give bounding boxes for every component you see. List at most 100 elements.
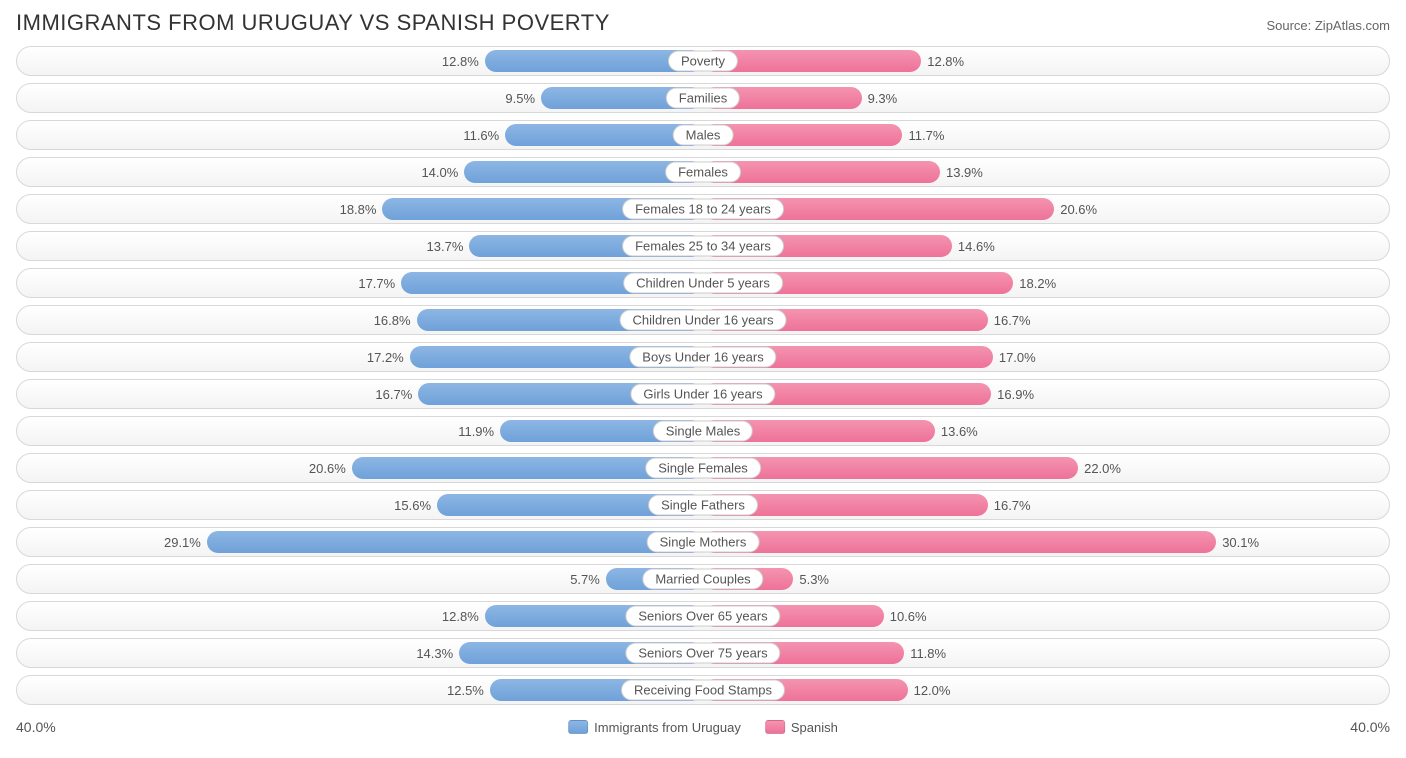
left-value-label: 18.8% [340,202,377,217]
chart-row: 16.7% 16.9% Girls Under 16 years [16,379,1390,409]
category-label: Married Couples [642,569,763,590]
left-half: 16.7% [21,383,703,405]
legend-item-left: Immigrants from Uruguay [568,720,741,735]
chart-row: 29.1% 30.1% Single Mothers [16,527,1390,557]
chart-row: 17.7% 18.2% Children Under 5 years [16,268,1390,298]
right-half: 12.0% [703,679,1385,701]
left-half: 20.6% [21,457,703,479]
right-half: 18.2% [703,272,1385,294]
right-half: 16.7% [703,494,1385,516]
left-half: 17.2% [21,346,703,368]
category-label: Families [666,88,740,109]
category-label: Seniors Over 65 years [625,606,780,627]
chart-row: 12.8% 12.8% Poverty [16,46,1390,76]
right-value-label: 11.8% [910,646,946,661]
right-half: 11.7% [703,124,1385,146]
right-value-label: 20.6% [1060,202,1097,217]
right-value-label: 10.6% [890,609,927,624]
right-value-label: 5.3% [799,572,829,587]
right-bar [703,531,1216,553]
left-value-label: 12.8% [442,609,479,624]
right-half: 16.9% [703,383,1385,405]
left-half: 12.5% [21,679,703,701]
right-value-label: 22.0% [1084,461,1121,476]
left-value-label: 11.9% [458,424,494,439]
left-half: 14.3% [21,642,703,664]
left-bar [207,531,703,553]
left-half: 29.1% [21,531,703,553]
chart-footer: 40.0% Immigrants from Uruguay Spanish 40… [16,715,1390,739]
right-value-label: 9.3% [868,91,898,106]
left-value-label: 15.6% [394,498,431,513]
chart-row: 17.2% 17.0% Boys Under 16 years [16,342,1390,372]
category-label: Seniors Over 75 years [625,643,780,664]
left-value-label: 11.6% [463,128,499,143]
category-label: Children Under 5 years [623,273,783,294]
left-half: 15.6% [21,494,703,516]
right-half: 12.8% [703,50,1385,72]
left-value-label: 14.3% [416,646,453,661]
left-half: 16.8% [21,309,703,331]
chart-row: 14.3% 11.8% Seniors Over 75 years [16,638,1390,668]
right-half: 16.7% [703,309,1385,331]
right-value-label: 18.2% [1019,276,1056,291]
chart-row: 13.7% 14.6% Females 25 to 34 years [16,231,1390,261]
left-half: 9.5% [21,87,703,109]
left-half: 11.9% [21,420,703,442]
left-half: 17.7% [21,272,703,294]
left-half: 5.7% [21,568,703,590]
category-label: Single Mothers [647,532,760,553]
right-value-label: 13.6% [941,424,978,439]
left-value-label: 13.7% [427,239,464,254]
right-value-label: 17.0% [999,350,1036,365]
left-value-label: 14.0% [421,165,458,180]
right-value-label: 30.1% [1222,535,1259,550]
chart-row: 18.8% 20.6% Females 18 to 24 years [16,194,1390,224]
chart-row: 14.0% 13.9% Females [16,157,1390,187]
category-label: Single Fathers [648,495,758,516]
chart-row: 11.9% 13.6% Single Males [16,416,1390,446]
legend-item-right: Spanish [765,720,838,735]
right-half: 14.6% [703,235,1385,257]
left-value-label: 12.5% [447,683,484,698]
axis-max-left: 40.0% [16,719,56,735]
chart-row: 16.8% 16.7% Children Under 16 years [16,305,1390,335]
category-label: Girls Under 16 years [630,384,775,405]
right-half: 17.0% [703,346,1385,368]
category-label: Single Males [653,421,753,442]
right-value-label: 12.0% [914,683,951,698]
left-half: 12.8% [21,605,703,627]
left-half: 12.8% [21,50,703,72]
legend-swatch-right-icon [765,720,785,734]
left-value-label: 17.7% [358,276,395,291]
right-half: 30.1% [703,531,1385,553]
right-value-label: 11.7% [908,128,944,143]
category-label: Poverty [668,51,738,72]
chart-source: Source: ZipAtlas.com [1266,18,1390,33]
chart-row: 12.5% 12.0% Receiving Food Stamps [16,675,1390,705]
left-value-label: 20.6% [309,461,346,476]
left-value-label: 17.2% [367,350,404,365]
right-half: 10.6% [703,605,1385,627]
right-value-label: 16.7% [994,498,1031,513]
left-value-label: 5.7% [570,572,600,587]
legend-label-right: Spanish [791,720,838,735]
chart-row: 20.6% 22.0% Single Females [16,453,1390,483]
axis-max-right: 40.0% [1350,719,1390,735]
legend-label-left: Immigrants from Uruguay [594,720,741,735]
left-half: 14.0% [21,161,703,183]
left-value-label: 12.8% [442,54,479,69]
right-half: 22.0% [703,457,1385,479]
right-half: 13.6% [703,420,1385,442]
right-half: 13.9% [703,161,1385,183]
category-label: Females 18 to 24 years [622,199,784,220]
left-half: 11.6% [21,124,703,146]
chart-row: 5.7% 5.3% Married Couples [16,564,1390,594]
right-half: 11.8% [703,642,1385,664]
left-value-label: 29.1% [164,535,201,550]
right-half: 9.3% [703,87,1385,109]
category-label: Single Females [645,458,761,479]
legend-swatch-left-icon [568,720,588,734]
right-value-label: 16.9% [997,387,1034,402]
category-label: Females [665,162,741,183]
